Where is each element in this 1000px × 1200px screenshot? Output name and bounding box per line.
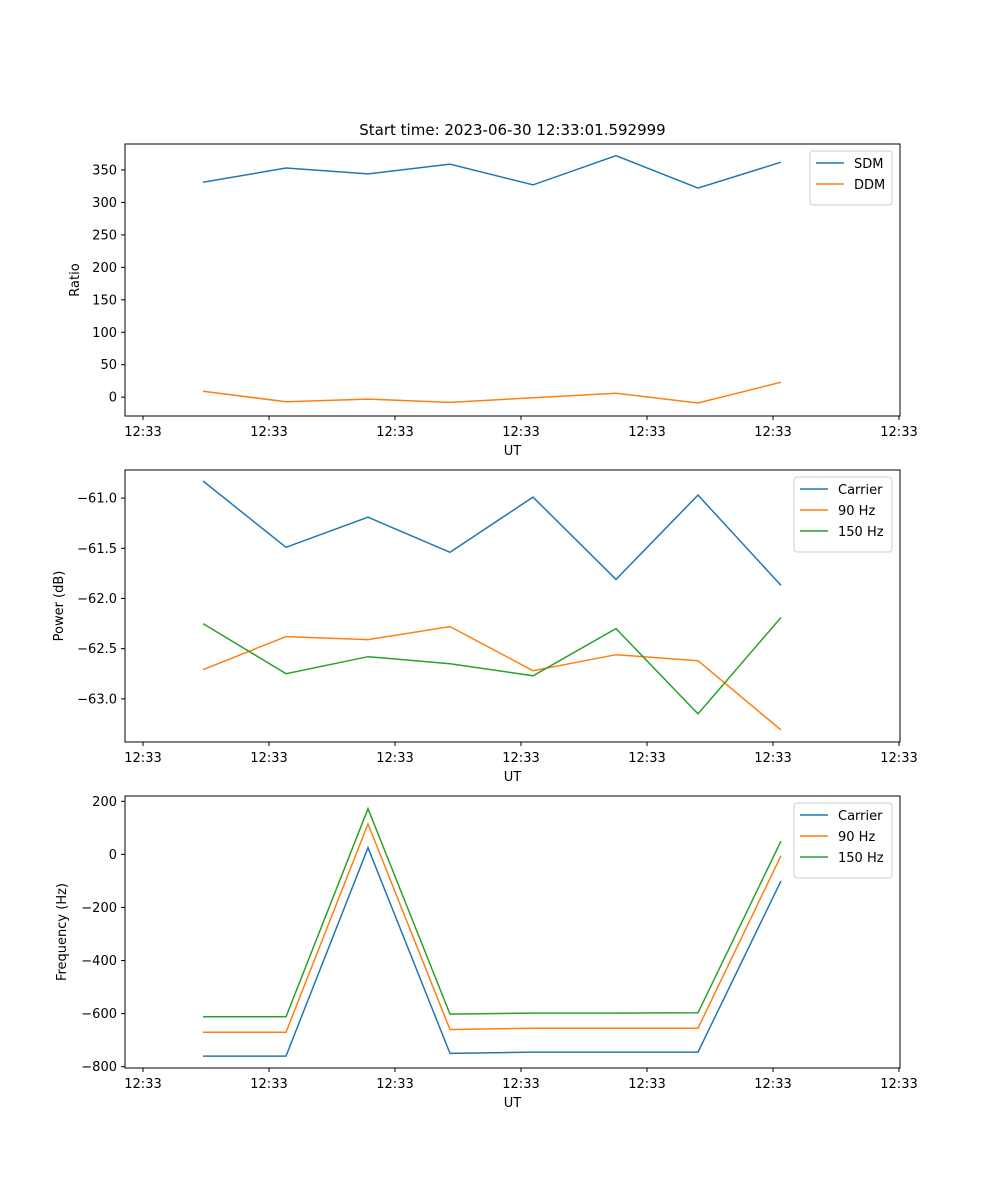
y-axis-label: Ratio [68,263,83,296]
x-tick-label: 12:33 [124,1077,161,1092]
legend-label: Carrier [838,483,883,498]
legend-label: 90 Hz [838,830,875,845]
chart-title: Start time: 2023-06-30 12:33:01.592999 [359,121,665,139]
x-tick-label: 12:33 [502,1077,539,1092]
axes-frame [124,143,901,417]
x-tick-label: 12:33 [754,425,791,440]
y-tick-label: −61.0 [77,492,117,507]
x-tick-label: 12:33 [880,751,917,766]
y-tick-label: −800 [81,1060,117,1075]
x-axis-label: UT [504,444,522,459]
y-tick-label: 200 [92,261,117,276]
axes-frame [124,469,901,743]
x-tick-label: 12:33 [628,1077,665,1092]
y-tick-label: 150 [92,293,117,308]
series-line-150-hz [202,617,782,716]
y-tick-label: −200 [81,901,117,916]
legend-label: Carrier [838,809,883,824]
x-tick-label: 12:33 [754,751,791,766]
legend [793,802,893,879]
plot-area [125,470,900,742]
x-tick-label: 12:33 [502,751,539,766]
x-tick-label: 12:33 [628,751,665,766]
series-line-150-hz [203,806,782,1018]
x-tick-label: 12:33 [376,1077,413,1092]
x-axis-label: UT [504,1096,522,1111]
x-tick-label: 12:33 [250,1077,287,1092]
y-axis-label: Frequency (Hz) [55,883,70,981]
series-line-90-hz [203,821,782,1033]
y-tick-label: 50 [100,358,117,373]
axes-frame [124,795,901,1069]
y-tick-label: −63.0 [77,692,117,707]
chart-panel-3: 12:33 12:33 12:33 12:33 12:33 12:33 12:33 200 0 −… [55,795,918,1111]
y-tick-label: 200 [92,795,117,810]
series-line-ddm [202,381,782,404]
y-tick-label: −400 [81,954,117,969]
plot-area [125,144,900,416]
x-tick-label: 12:33 [628,425,665,440]
series-line-90-hz [202,625,782,731]
y-tick-label: 0 [109,848,117,863]
legend-label: 150 Hz [838,525,884,540]
x-axis-label: UT [504,770,522,785]
x-tick-label: 12:33 [880,1077,917,1092]
x-tick-label: 12:33 [376,751,413,766]
x-tick-label: 12:33 [124,425,161,440]
x-tick-label: 12:33 [124,751,161,766]
y-tick-label: 300 [92,196,117,211]
chart-panel-1: 12:33 12:33 12:33 12:33 12:33 12:33 12:33 0 50 10… [68,121,918,459]
x-tick-label: 12:33 [376,425,413,440]
y-tick-label: −600 [81,1007,117,1022]
x-tick-label: 12:33 [880,425,917,440]
x-tick-label: 12:33 [754,1077,791,1092]
x-tick-label: 12:33 [250,751,287,766]
legend-label: SDM [854,157,883,172]
y-tick-label: 350 [92,163,117,178]
y-axis-label: Power (dB) [52,571,67,642]
legend [793,476,893,553]
y-tick-label: 250 [92,228,117,243]
legend-label: 150 Hz [838,851,884,866]
y-tick-label: −62.0 [77,592,117,607]
x-tick-label: 12:33 [250,425,287,440]
y-tick-label: 100 [92,326,117,341]
y-tick-label: −61.5 [77,542,117,557]
plot-area [125,796,900,1068]
legend-label: 90 Hz [838,504,875,519]
x-tick-label: 12:33 [502,425,539,440]
y-tick-label: 0 [109,391,117,406]
series-line-sdm [202,154,782,189]
series-line-carrier [202,480,782,586]
chart-panel-2: 12:33 12:33 12:33 12:33 12:33 12:33 12:33 −61.0… [52,469,918,785]
y-tick-label: −62.5 [77,642,117,657]
series-line-carrier [203,845,782,1057]
legend [809,150,893,206]
legend-label: DDM [854,178,885,193]
